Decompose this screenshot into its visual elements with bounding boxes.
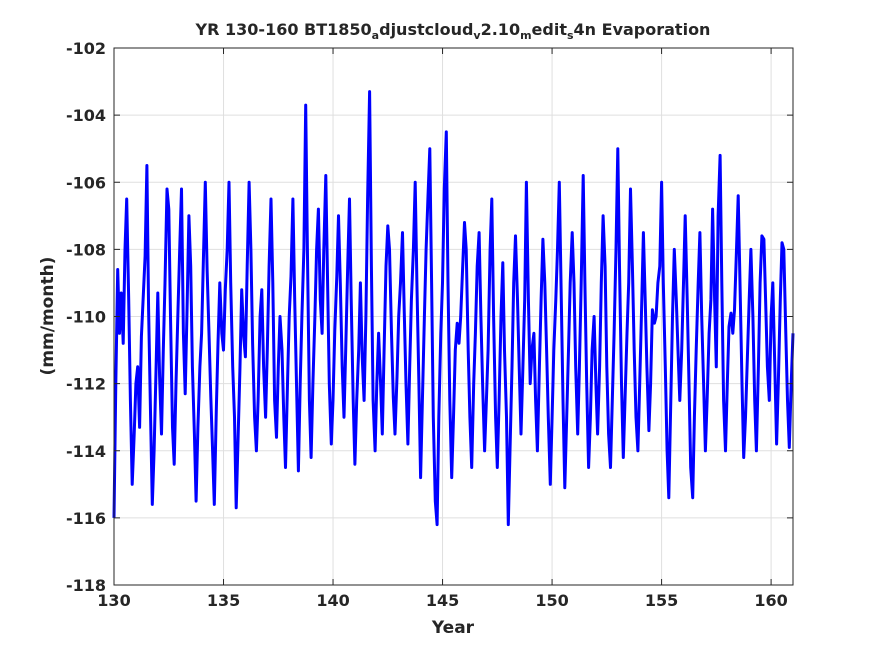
x-tick-label: 145 — [426, 591, 459, 610]
y-tick-labels: -118 -116 -114 -112 -110 -108 -106 -104 -102 — [66, 39, 106, 595]
title-subscript: m — [520, 29, 531, 42]
x-tick-label: 130 — [97, 591, 130, 610]
y-tick-label: -102 — [66, 39, 106, 58]
y-tick-label: -116 — [66, 509, 106, 528]
y-tick-label: -108 — [66, 240, 106, 259]
evaporation-series-line — [112, 90, 795, 527]
grid — [113, 47, 793, 586]
chart-title: YR 130-160 BT1850adjustcloudv2.10medits4… — [195, 20, 711, 42]
title-text: 2.10 — [481, 20, 520, 39]
y-tick-label: -110 — [66, 308, 106, 327]
x-tick-labels: 130 135 140 145 150 155 160 — [97, 591, 788, 610]
x-tick-label: 150 — [535, 591, 568, 610]
series-layer — [112, 90, 795, 527]
x-tick-label: 160 — [754, 591, 787, 610]
ticks — [113, 47, 793, 586]
x-tick-label: 140 — [316, 591, 349, 610]
y-tick-label: -104 — [66, 106, 106, 125]
title-text: YR 130-160 BT1850 — [195, 20, 372, 39]
title-text: edit — [532, 20, 568, 39]
title-subscript: s — [567, 29, 574, 42]
x-tick-label: 155 — [645, 591, 678, 610]
y-tick-label: -118 — [66, 576, 106, 595]
title-subscript: a — [372, 29, 379, 42]
title-text: djustcloud — [379, 20, 473, 39]
title-text: 4n Evaporation — [574, 20, 711, 39]
title-subscript: v — [473, 29, 481, 42]
y-axis-label: (mm/month) — [38, 257, 58, 376]
y-tick-label: -114 — [66, 442, 106, 461]
y-tick-label: -112 — [66, 375, 106, 394]
x-axis-label: Year — [431, 618, 475, 638]
y-tick-label: -106 — [66, 173, 106, 192]
x-tick-label: 135 — [207, 591, 240, 610]
